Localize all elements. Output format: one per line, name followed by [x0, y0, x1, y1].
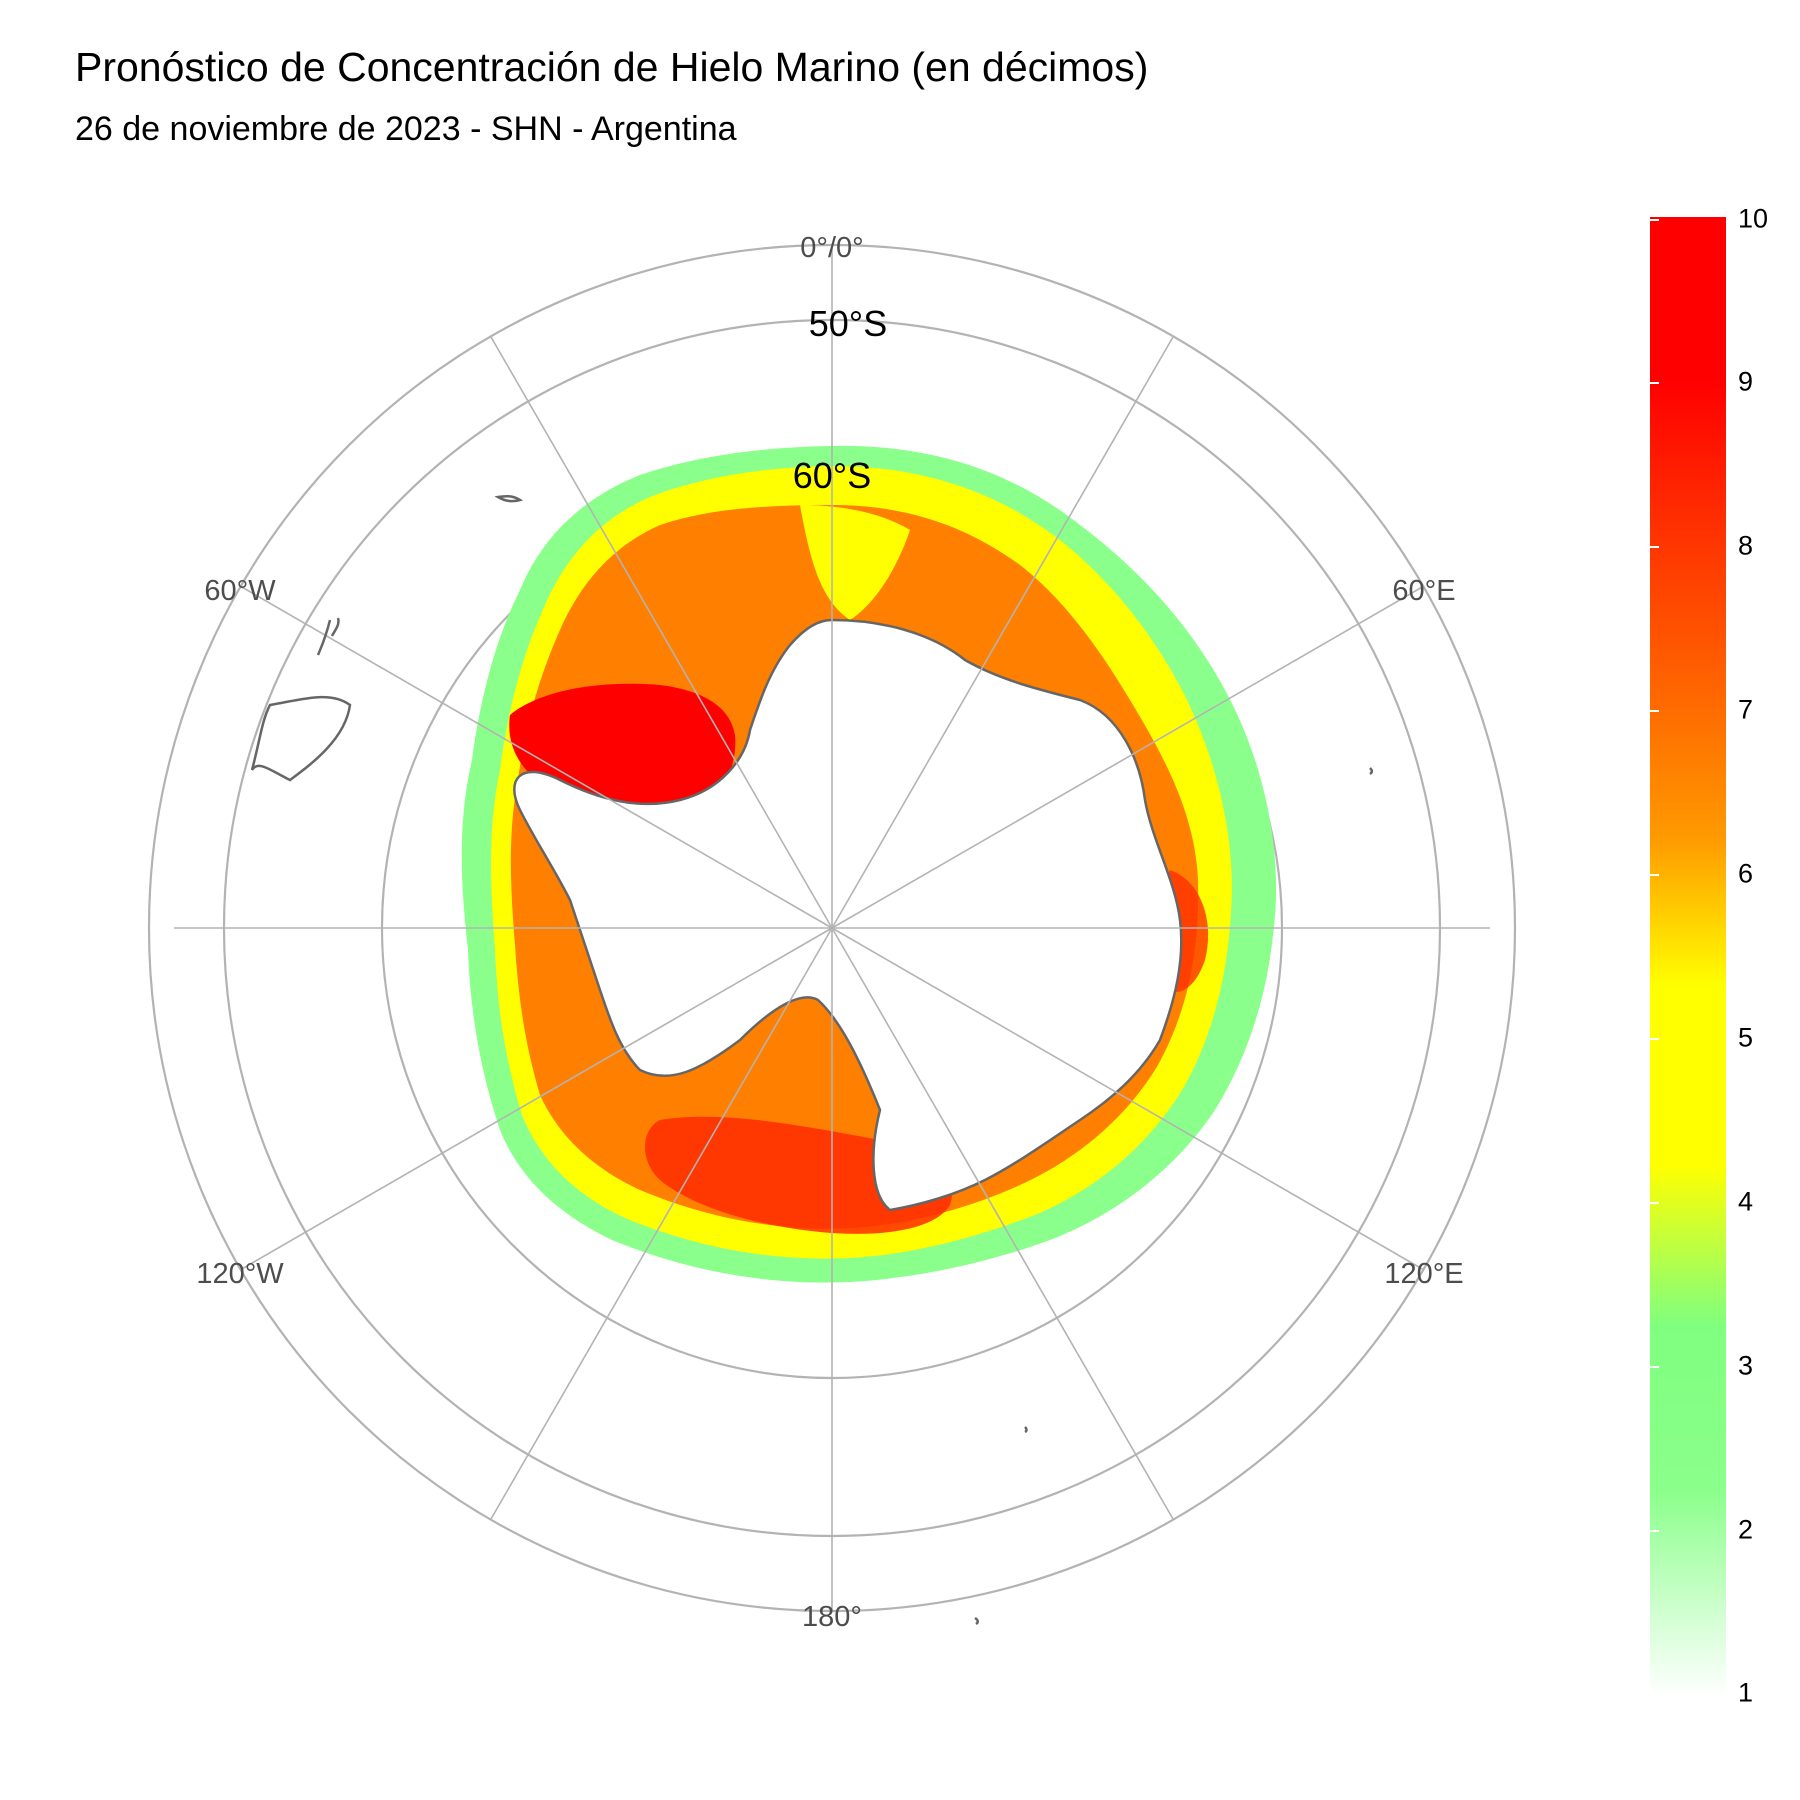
colorbar-tick [1650, 219, 1659, 221]
colorbar-tick-label: 8 [1738, 530, 1754, 561]
meridian-30e [831, 336, 1174, 929]
south-america-coast [250, 494, 1374, 1626]
map-title: Pronóstico de Concentración de Hielo Mar… [75, 44, 1149, 90]
meridian-150w [490, 927, 833, 1520]
graticule-meridians [174, 245, 1490, 1611]
lat-label-50s: 50°S [809, 303, 887, 344]
colorbar-tick [1650, 1693, 1659, 1695]
ice-patch-yellow-0deg [800, 505, 910, 620]
colorbar-tick-label: 1 [1738, 1677, 1754, 1708]
colorbar-tick [1650, 874, 1659, 876]
map-subtitle: 26 de noviembre de 2023 - SHN - Argentin… [75, 110, 737, 148]
colorbar-tick-label: 3 [1738, 1350, 1754, 1381]
meridian-30w [490, 336, 833, 929]
colorbar-tick-label: 9 [1738, 366, 1754, 397]
lon-label-60w: 60°W [204, 575, 276, 607]
meridian-150e [831, 927, 1174, 1520]
colorbar-tick [1650, 546, 1659, 548]
meridian-60w [239, 585, 833, 929]
meridian-60e [831, 585, 1425, 929]
colorbar-tick [1650, 1366, 1659, 1368]
colorbar-tick-label: 10 [1738, 203, 1769, 234]
lon-label-120e: 120°E [1384, 1258, 1463, 1290]
colorbar-tick-label: 4 [1738, 1186, 1754, 1217]
colorbar-tick-label: 7 [1738, 694, 1754, 725]
colorbar-tick [1650, 1038, 1659, 1040]
colorbar-tick-label: 2 [1738, 1514, 1754, 1545]
meridian-120w [239, 927, 833, 1271]
lat-label-60s: 60°S [793, 455, 871, 496]
lon-label-120w: 120°W [196, 1258, 284, 1290]
colorbar-tick [1650, 1202, 1659, 1204]
lon-label-0: 0°/0° [800, 232, 864, 264]
lon-label-60e: 60°E [1392, 575, 1455, 607]
colorbar-tick-label: 6 [1738, 858, 1754, 889]
colorbar-tick-label: 5 [1738, 1022, 1754, 1053]
colorbar-legend: 10 9 8 7 6 5 4 3 2 1 [1650, 204, 1770, 1708]
lon-label-180: 180° [802, 1601, 862, 1633]
colorbar [1650, 217, 1726, 1697]
colorbar-tick [1650, 1530, 1659, 1532]
colorbar-tick [1650, 382, 1659, 384]
meridian-120e [831, 927, 1425, 1271]
colorbar-tick [1650, 710, 1659, 712]
